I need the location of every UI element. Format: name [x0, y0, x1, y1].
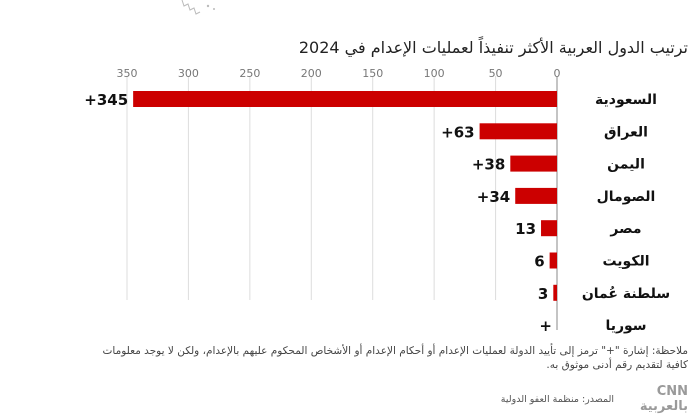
- map-fragment: [181, 0, 215, 15]
- x-tick-label: 0: [554, 67, 561, 80]
- x-tick-label: 200: [301, 67, 322, 80]
- category-label: الكويت: [602, 254, 649, 270]
- category-label: سوريا: [605, 318, 646, 334]
- chart-title: ترتيب الدول العربية الأكثر تنفيذاً لعملي…: [298, 38, 688, 57]
- value-label: +34: [477, 188, 510, 206]
- value-label: +63: [441, 123, 474, 141]
- x-tick-label: 250: [239, 67, 260, 80]
- bar: [549, 252, 557, 269]
- category-label: العراق: [604, 124, 648, 140]
- cnn-arabic-logo: CNN بالعربية: [639, 384, 688, 414]
- category-label: الصومال: [597, 189, 656, 205]
- value-label: +: [539, 317, 552, 335]
- x-tick-label: 350: [117, 67, 138, 80]
- bar: [541, 220, 557, 237]
- bar-chart: 0 50 100 150 200 250 300 350 السعودية +345 العراق +…: [84, 67, 670, 335]
- bar: [133, 91, 557, 107]
- x-tick-label: 100: [424, 67, 445, 80]
- x-tick-label: 300: [178, 67, 199, 80]
- x-tick-label: 50: [489, 67, 503, 80]
- category-label: السعودية: [595, 92, 657, 108]
- x-tick-label: 150: [362, 67, 383, 80]
- bar: [510, 155, 557, 172]
- bar: [515, 187, 557, 204]
- category-label: اليمن: [607, 157, 645, 173]
- bar: [479, 123, 557, 140]
- chart-note: ملاحظة: إشارة "+" ترمز إلى تأييد الدولة …: [102, 345, 688, 371]
- category-label: مصر: [609, 221, 641, 237]
- value-label: +345: [84, 91, 128, 109]
- source-credit: المصدر: منظمة العفو الدولية: [500, 394, 614, 405]
- category-label: سلطنة عُمان: [582, 286, 670, 302]
- value-label: 3: [538, 285, 548, 303]
- value-label: 13: [515, 220, 536, 238]
- value-label: 6: [534, 253, 544, 271]
- bar: [553, 284, 557, 301]
- value-label: +38: [472, 156, 505, 174]
